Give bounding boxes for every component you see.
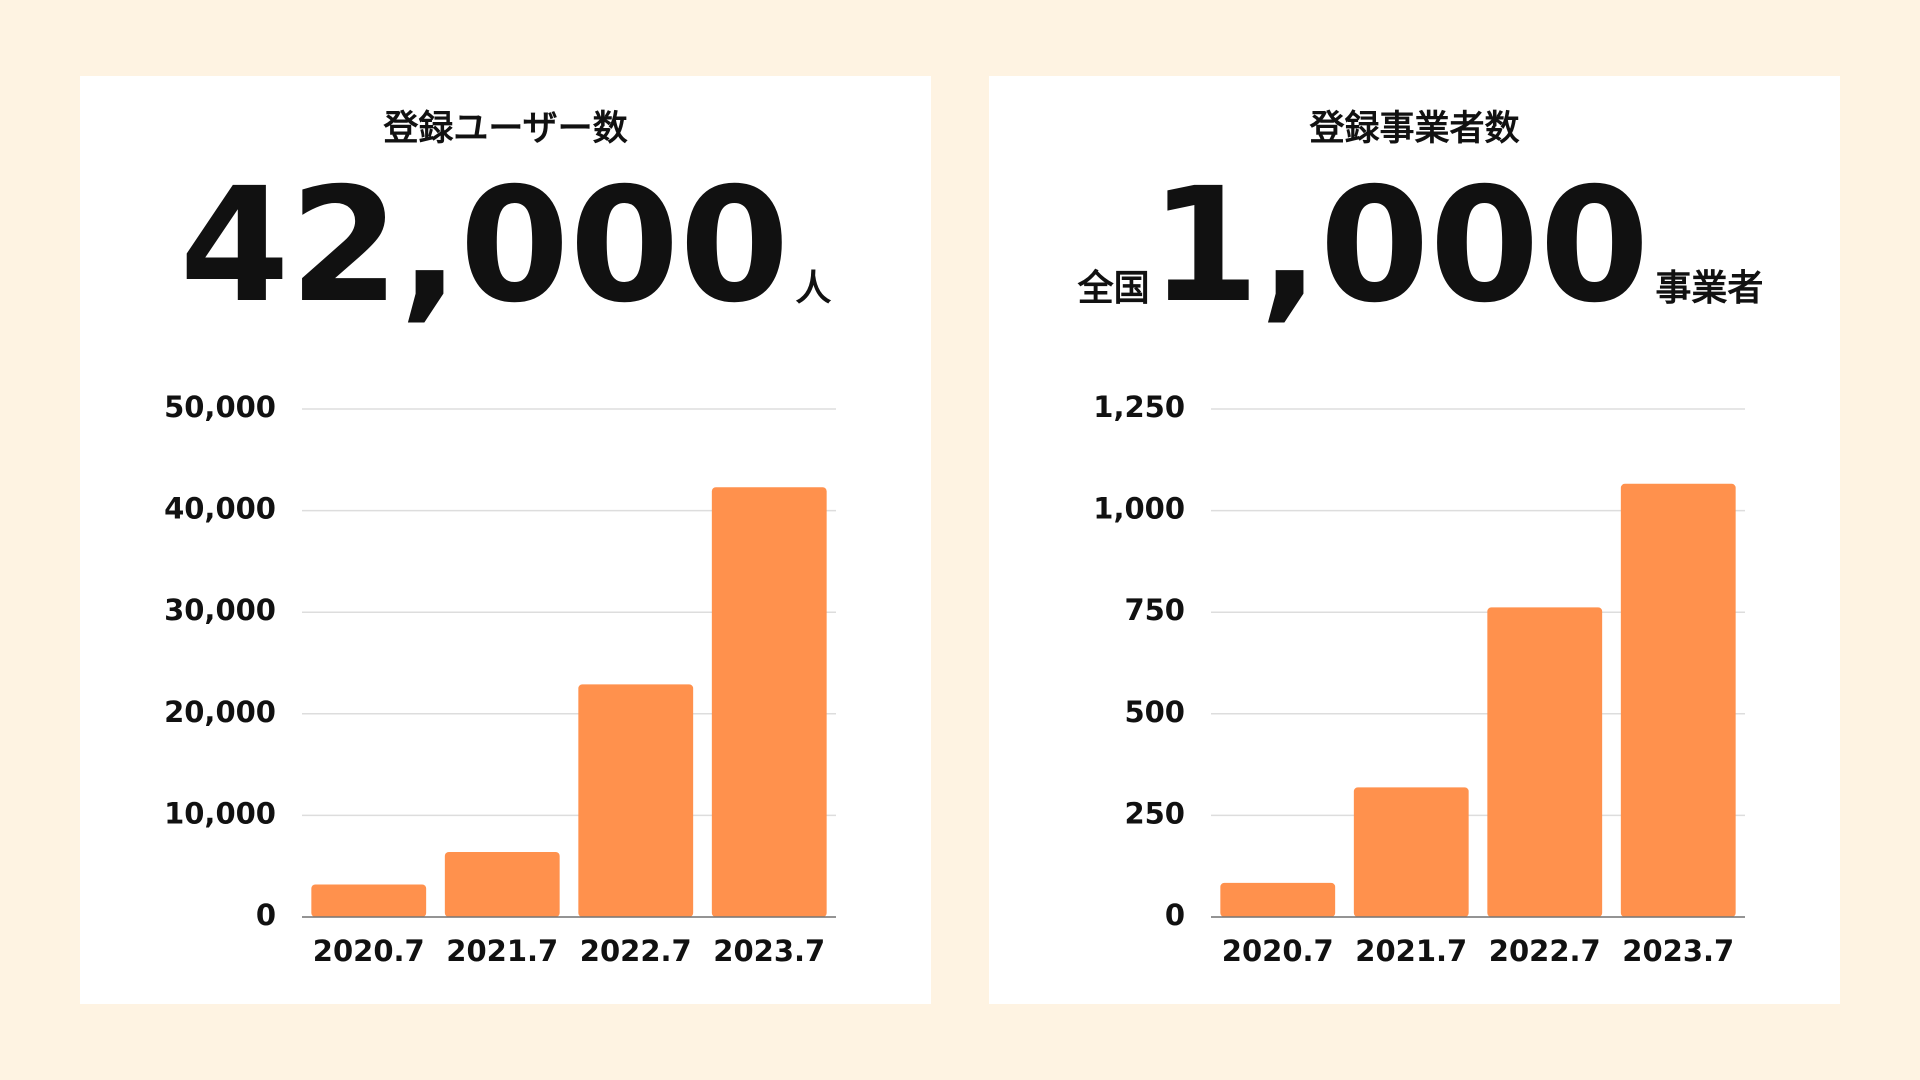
chart-title: 登録事業者数 <box>1308 109 1519 149</box>
y-tick-label: 40,000 <box>164 492 276 526</box>
headline: 全国1,000 事業者 <box>1077 154 1764 338</box>
bar <box>1487 607 1603 917</box>
bar <box>1620 483 1736 917</box>
y-tick-label: 250 <box>1124 796 1185 830</box>
bar <box>1353 787 1469 917</box>
x-tick-label: 2020.7 <box>1222 934 1334 968</box>
y-tick-label: 1,250 <box>1093 390 1185 424</box>
y-tick-label: 750 <box>1124 593 1185 627</box>
y-tick-label: 20,000 <box>164 695 276 729</box>
bar <box>1220 882 1336 917</box>
x-tick-label: 2023.7 <box>713 934 825 968</box>
y-tick-label: 0 <box>256 898 276 932</box>
x-tick-label: 2023.7 <box>1622 934 1734 968</box>
x-tick-label: 2020.7 <box>313 934 425 968</box>
x-tick-label: 2021.7 <box>446 934 558 968</box>
y-tick-label: 500 <box>1124 695 1185 729</box>
chart-title: 登録ユーザー数 <box>382 109 627 149</box>
headline-unit: 人 <box>795 268 831 309</box>
headline-unit: 事業者 <box>1655 268 1763 309</box>
bar <box>311 884 427 917</box>
headline-number: 42,000 <box>180 154 790 338</box>
chart-panel: 登録ユーザー数 42,000 人 0 10,000 20,000 30,000 40,000 5… <box>80 76 931 1004</box>
headline-prefix: 全国 <box>1077 267 1150 309</box>
y-tick-label: 0 <box>1165 898 1185 932</box>
bar <box>711 487 827 917</box>
y-tick-label: 1,000 <box>1093 492 1185 526</box>
y-tick-label: 30,000 <box>164 593 276 627</box>
x-tick-label: 2022.7 <box>1489 934 1601 968</box>
headline: 42,000 人 <box>180 154 832 338</box>
bar <box>444 851 560 917</box>
y-tick-label: 10,000 <box>164 796 276 830</box>
y-tick-label: 50,000 <box>164 390 276 424</box>
x-tick-label: 2022.7 <box>580 934 692 968</box>
bar <box>578 684 694 917</box>
headline-number: 1,000 <box>1150 154 1650 338</box>
x-tick-label: 2021.7 <box>1355 934 1467 968</box>
